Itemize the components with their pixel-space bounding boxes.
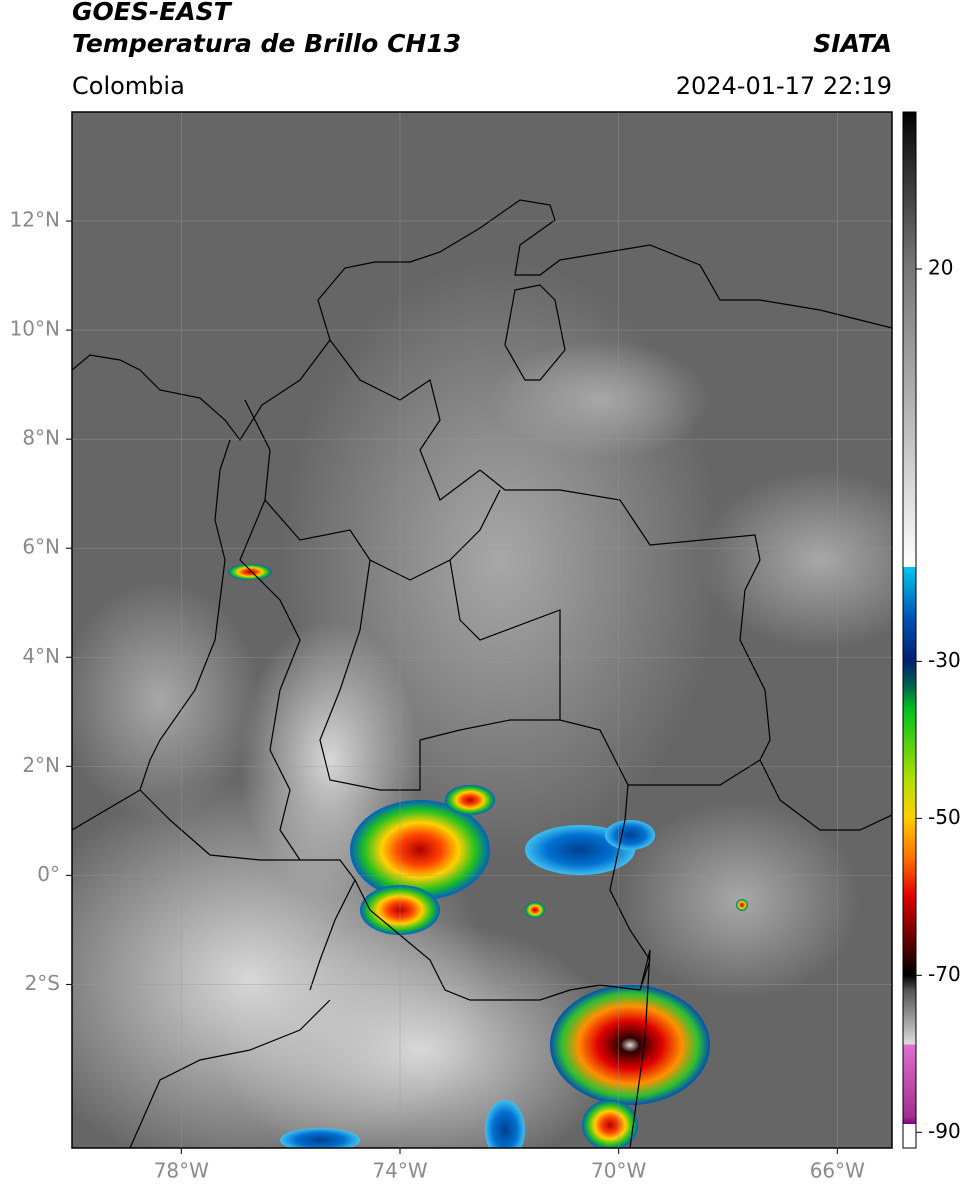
y-tick-label: 12°N	[10, 208, 60, 232]
y-tick-label: 10°N	[10, 317, 60, 341]
datetime: 2024-01-17 22:19	[676, 72, 892, 100]
y-tick-label: 0°	[37, 862, 60, 886]
colorbar-tick-label: -50	[928, 805, 961, 829]
subtitle: Temperatura de Brillo CH13	[72, 29, 461, 58]
region: Colombia	[72, 72, 185, 100]
colorbar-tick-label: 20	[928, 255, 953, 279]
map-frame	[71, 111, 893, 1149]
x-tick-label: 70°W	[591, 1159, 646, 1183]
y-tick-label: 2°N	[22, 753, 60, 777]
y-tick-label: 4°N	[22, 644, 60, 668]
y-tick-label: 8°N	[22, 426, 60, 450]
colorbar	[902, 111, 917, 1149]
source: SIATA	[813, 29, 892, 58]
title: GOES-EAST	[72, 0, 233, 26]
y-tick-label: 2°S	[25, 971, 60, 995]
colorbar-tick-label: -70	[928, 962, 961, 986]
map-image	[72, 112, 892, 1148]
x-tick-label: 74°W	[372, 1159, 427, 1183]
x-tick-label: 66°W	[810, 1159, 865, 1183]
y-tick-label: 6°N	[22, 535, 60, 559]
x-tick-label: 78°W	[154, 1159, 209, 1183]
colorbar-tick-label: -30	[928, 648, 961, 672]
colorbar-tick-label: -90	[928, 1119, 961, 1143]
